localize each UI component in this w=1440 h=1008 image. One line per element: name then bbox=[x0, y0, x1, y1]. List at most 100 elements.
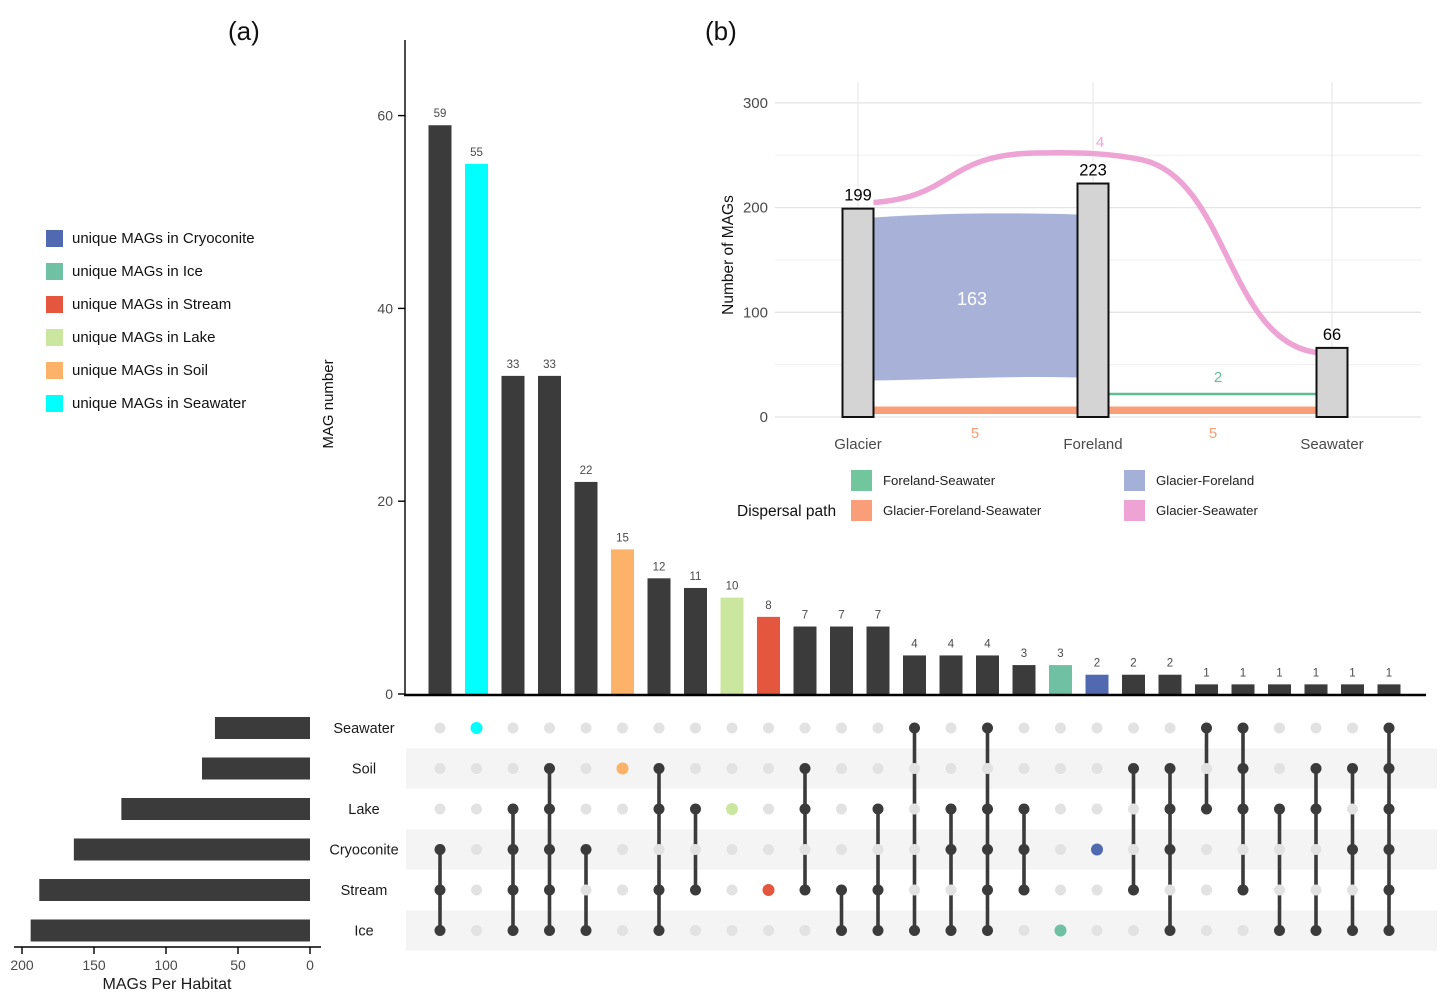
matrix-dot-active bbox=[762, 884, 775, 896]
matrix-dot-inactive bbox=[1128, 844, 1139, 855]
matrix-dot-active bbox=[1347, 844, 1358, 855]
matrix-dot-inactive bbox=[507, 722, 519, 734]
upset-y-tick-label: 40 bbox=[377, 300, 393, 316]
matrix-dot-active bbox=[470, 722, 483, 734]
matrix-dot-active bbox=[1237, 803, 1249, 815]
matrix-dot-inactive bbox=[690, 722, 701, 734]
upset-bar bbox=[465, 163, 488, 695]
matrix-dot-inactive bbox=[471, 763, 482, 774]
upset-y-tick-label: 60 bbox=[377, 108, 393, 124]
matrix-dot-inactive bbox=[1091, 884, 1103, 896]
inset-y-tick-label: 0 bbox=[760, 409, 768, 426]
matrix-dot-active bbox=[1310, 763, 1322, 774]
upset-bar-value: 7 bbox=[838, 610, 844, 622]
upset-bar bbox=[866, 626, 890, 694]
legend-swatch-cryoconite bbox=[46, 230, 63, 247]
habitat-row-label: Soil bbox=[352, 762, 376, 778]
habitat-total-bar bbox=[121, 798, 310, 820]
habitat-total-bar bbox=[30, 919, 310, 942]
upset-bar-value: 4 bbox=[948, 638, 955, 650]
inset-y-axis-title: Number of MAGs bbox=[720, 195, 737, 315]
matrix-dot-inactive bbox=[1128, 722, 1139, 734]
habitat-total-bar bbox=[73, 838, 310, 861]
upset-bar-value: 10 bbox=[726, 581, 739, 593]
upset-bar bbox=[757, 616, 780, 694]
matrix-dot-inactive bbox=[1128, 803, 1139, 815]
matrix-stripes bbox=[406, 748, 1437, 951]
matrix-dot-active bbox=[799, 763, 811, 774]
upset-bar bbox=[647, 578, 671, 694]
matrix-dot-active bbox=[507, 803, 519, 815]
upset-bar-value: 2 bbox=[1094, 658, 1100, 670]
matrix-dot-active bbox=[945, 803, 957, 815]
matrix-dot-inactive bbox=[836, 722, 847, 734]
dispersal-path-legend: Dispersal path Foreland-Seawater Glacier… bbox=[737, 470, 1417, 536]
matrix-dot-inactive bbox=[434, 803, 446, 815]
inset-y-tick-label: 100 bbox=[743, 304, 768, 321]
upset-matrix bbox=[434, 722, 1395, 937]
matrix-dot-inactive bbox=[690, 925, 701, 936]
matrix-dot-active bbox=[909, 925, 920, 936]
upset-bar-value: 59 bbox=[434, 108, 447, 120]
stage-total: 223 bbox=[1079, 162, 1107, 180]
matrix-dot-inactive bbox=[1310, 722, 1322, 734]
dispersal-legend-title: Dispersal path bbox=[737, 503, 837, 520]
matrix-dot-active bbox=[1383, 884, 1395, 896]
matrix-dot-active bbox=[507, 925, 519, 936]
matrix-dot-inactive bbox=[1091, 803, 1103, 815]
upset-bar bbox=[1268, 684, 1291, 694]
upset-bar-value: 1 bbox=[1313, 667, 1319, 679]
matrix-dot-inactive bbox=[1274, 763, 1285, 774]
matrix-dot-inactive bbox=[471, 803, 482, 815]
matrix-dot-inactive bbox=[617, 803, 628, 815]
matrix-dot-active bbox=[580, 925, 592, 936]
upset-bar bbox=[1304, 684, 1328, 694]
dispersal-legend-col2: Glacier-Foreland Glacier-Seawater bbox=[1124, 470, 1258, 530]
habitat-row-label: Seawater bbox=[333, 721, 394, 737]
panel-b-label: (b) bbox=[705, 16, 737, 46]
dispersal-legend-col1: Foreland-Seawater Glacier-Foreland-Seawa… bbox=[851, 470, 1041, 530]
matrix-dot-inactive bbox=[653, 722, 665, 734]
legend-item: unique MAGs in Seawater bbox=[46, 387, 255, 420]
upset-bar-value: 8 bbox=[765, 600, 771, 612]
matrix-dot-active bbox=[653, 884, 665, 896]
legend-swatch-lake bbox=[46, 329, 63, 346]
upset-bar-value: 4 bbox=[911, 638, 918, 650]
upset-bar bbox=[830, 626, 853, 694]
upset-bar-value: 33 bbox=[543, 359, 556, 371]
matrix-dot-active bbox=[1274, 925, 1285, 936]
upset-bar bbox=[538, 375, 561, 694]
matrix-dot-active bbox=[544, 763, 555, 774]
matrix-dot-active bbox=[653, 803, 665, 815]
legend-label: unique MAGs in Ice bbox=[72, 263, 203, 280]
matrix-dot-inactive bbox=[580, 884, 592, 896]
matrix-dot-inactive bbox=[945, 763, 957, 774]
matrix-dot-inactive bbox=[617, 925, 628, 936]
matrix-dot-inactive bbox=[909, 884, 920, 896]
matrix-dot-active bbox=[580, 844, 592, 855]
matrix-dot-active bbox=[1383, 803, 1395, 815]
habitat-row-label: Stream bbox=[341, 883, 388, 899]
matrix-dot-inactive bbox=[580, 722, 592, 734]
matrix-dot-active bbox=[1310, 803, 1322, 815]
upset-bar bbox=[1231, 684, 1255, 694]
panel-a-label: (a) bbox=[228, 16, 260, 46]
upset-bar-value: 12 bbox=[653, 561, 666, 573]
matrix-dot-inactive bbox=[1237, 925, 1249, 936]
matrix-dot-active bbox=[1128, 763, 1139, 774]
matrix-dot-active bbox=[434, 884, 446, 896]
habitat-row-label: Lake bbox=[348, 802, 379, 818]
matrix-dot-active bbox=[1164, 803, 1176, 815]
upset-bar bbox=[428, 125, 452, 695]
upset-bar-value: 33 bbox=[507, 359, 520, 371]
matrix-dot-inactive bbox=[799, 925, 811, 936]
matrix-dot-inactive bbox=[836, 763, 847, 774]
matrix-dot-inactive bbox=[909, 763, 920, 774]
legend-swatch-soil bbox=[46, 362, 63, 379]
matrix-dot-inactive bbox=[726, 722, 738, 734]
matrix-dot-active bbox=[690, 884, 701, 896]
matrix-dot-active bbox=[1164, 925, 1176, 936]
legend-item: unique MAGs in Stream bbox=[46, 288, 255, 321]
matrix-dot-inactive bbox=[726, 925, 738, 936]
legend-item: Glacier-Seawater bbox=[1124, 500, 1258, 521]
